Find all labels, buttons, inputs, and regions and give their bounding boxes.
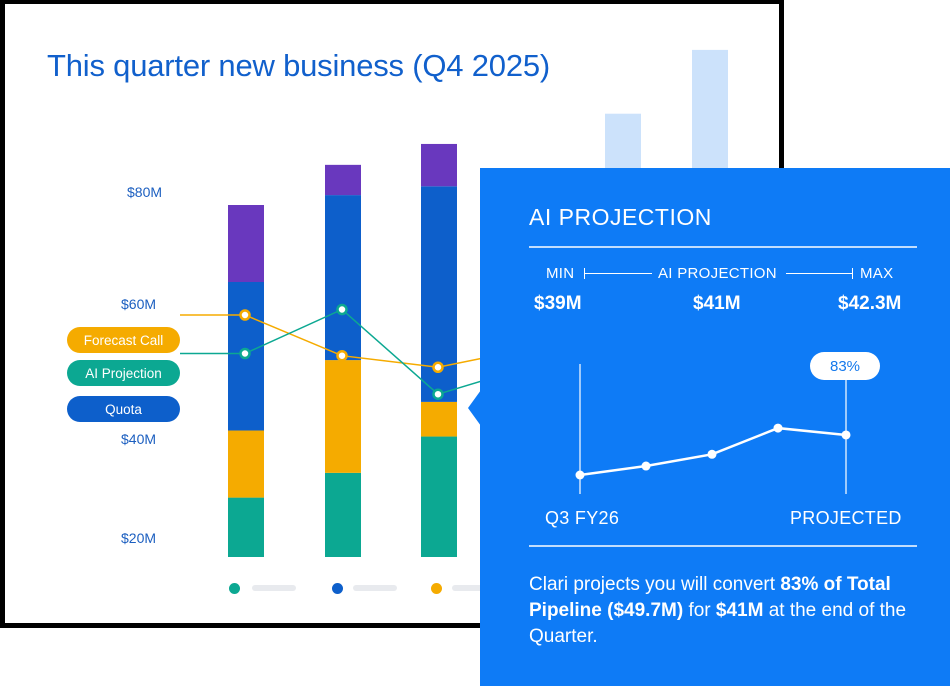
pill-forecast-call[interactable]: Forecast Call [67, 327, 180, 353]
spark-start-label: Q3 FY26 [545, 508, 620, 528]
panel-pointer [468, 390, 481, 426]
panel-title: AI PROJECTION [529, 204, 712, 230]
bar-2-segment-blue [325, 195, 361, 361]
pill-ai-projection[interactable]: AI Projection [67, 360, 180, 386]
bar-2-segment-teal [325, 472, 361, 557]
range-line-left [584, 273, 652, 274]
bar-1-segment-teal [228, 497, 264, 557]
pill-quota[interactable]: Quota [67, 396, 180, 422]
point-ai-projection-3 [432, 388, 444, 400]
range-max-value: $42.3M [838, 293, 902, 314]
range-line-right [786, 273, 852, 274]
chart-title: This quarter new business (Q4 2025) [47, 48, 551, 83]
pill-quota-label: Quota [105, 401, 142, 417]
legend-dot-teal [229, 583, 240, 594]
y-tick-40m: $40M [121, 431, 157, 447]
pill-ai-projection-label: AI Projection [85, 365, 162, 381]
summary-highlight-pipeline: 83% of Total Pipeline ($49.7M) [529, 574, 891, 621]
legend-placeholder-teal [252, 585, 296, 591]
bar-1-segment-purple [228, 205, 264, 282]
projected-percent-badge: 83% [810, 352, 880, 380]
point-forecast-call-3 [432, 361, 444, 373]
summary-text-1: Clari projects you will convert [529, 574, 781, 595]
spark-point-5 [841, 430, 851, 440]
spark-point-4 [773, 423, 783, 433]
line-ai-projection [244, 308, 501, 396]
range-max-label: MAX [860, 265, 894, 282]
projection-summary: Clari projects you will convert 83% of T… [529, 572, 919, 650]
range-min-label: MIN [546, 265, 575, 282]
legend-dot-blue [332, 583, 343, 594]
point-forecast-call-2 [336, 349, 348, 362]
range-min-value: $39M [534, 293, 582, 314]
point-forecast-call-1 [239, 309, 251, 321]
range-mid-label: AI PROJECTION [658, 265, 777, 282]
legend-placeholder-yellow [452, 585, 496, 591]
spark-end-label: PROJECTED [790, 508, 902, 528]
point-ai-projection-2 [336, 303, 348, 316]
y-tick-20m: $20M [121, 530, 157, 546]
panel-divider-bottom [529, 545, 917, 547]
legend-dot-yellow [431, 583, 442, 594]
y-tick-60m: $60M [121, 296, 157, 312]
y-tick-80m: $80M [127, 184, 163, 200]
spark-point-2 [641, 461, 651, 471]
bar-3-segment-teal [421, 436, 457, 557]
line-forecast-call [244, 314, 501, 369]
legend-placeholder-blue [353, 585, 397, 591]
summary-text-2: for [683, 600, 716, 621]
panel-divider-top [529, 246, 917, 248]
bar-3-segment-yellow [421, 401, 457, 437]
bar-2-segment-yellow [325, 360, 361, 473]
pill-forecast-call-label: Forecast Call [83, 332, 164, 348]
point-ai-projection-1 [239, 347, 251, 360]
projection-sparkline [575, 364, 851, 494]
ai-projection-panel: AI PROJECTION MIN AI PROJECTION MAX $39M… [480, 168, 950, 686]
range-mid-value: $41M [693, 293, 741, 314]
spark-point-1 [575, 470, 585, 480]
summary-highlight-amount: $41M [715, 600, 764, 621]
summary-text-3: at the end of the Quarter. [529, 600, 907, 647]
bar-3-segment-purple [421, 143, 457, 187]
spark-point-3 [707, 449, 717, 459]
range-max-cap [852, 268, 853, 279]
bar-2-segment-purple [325, 164, 361, 196]
bar-1-segment-yellow [228, 430, 264, 498]
